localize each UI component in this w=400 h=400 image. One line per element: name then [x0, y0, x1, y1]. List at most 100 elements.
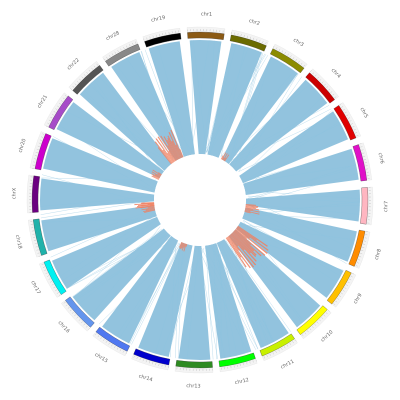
- link-line: [244, 121, 340, 182]
- tick-mark: [255, 359, 257, 362]
- tick-mark: [243, 363, 245, 366]
- tick-mark: [352, 126, 355, 128]
- ideogram-chr5: [333, 105, 357, 141]
- tick-mark: [74, 314, 76, 317]
- tick-mark: [303, 64, 305, 67]
- ribbon-chr3: [221, 56, 298, 165]
- tick-mark: [149, 36, 151, 39]
- chromosome-label: chr4: [330, 67, 342, 79]
- ideogram-layer: [26, 26, 374, 374]
- tick-mark: [125, 352, 127, 355]
- ideogram-chr22: [72, 65, 104, 95]
- tick-mark: [42, 266, 45, 268]
- tick-mark: [323, 314, 326, 317]
- tick-mark: [272, 352, 274, 355]
- tick-mark: [341, 106, 344, 108]
- histogram-bar: [175, 144, 182, 158]
- tick-mark: [273, 45, 275, 48]
- ribbon-chr14: [138, 242, 193, 357]
- tick-mark: [45, 272, 48, 274]
- tick-mark: [266, 355, 268, 358]
- link-line: [246, 212, 350, 258]
- link-line: [244, 150, 353, 182]
- ribbon-chr16: [72, 228, 171, 321]
- histogram-bar: [167, 138, 180, 160]
- histogram-bar: [151, 171, 161, 177]
- chromosome-label: chr10: [320, 329, 335, 343]
- histogram-bar: [230, 234, 245, 251]
- chromosome-label: chr12: [234, 377, 249, 386]
- tick-mark: [76, 316, 79, 319]
- chromosome-label: chr16: [57, 320, 71, 335]
- histogram-bar: [234, 229, 266, 256]
- ideogram-chr6: [352, 144, 368, 182]
- tick-ring-chr19: [142, 28, 181, 41]
- link-line: [247, 173, 358, 206]
- tick-mark: [355, 132, 358, 134]
- histogram-bar: [245, 207, 254, 211]
- tick-mark: [298, 60, 300, 63]
- tick-mark: [64, 95, 67, 97]
- tick-mark: [83, 323, 86, 326]
- tick-mark: [88, 69, 91, 72]
- link-line: [234, 56, 273, 167]
- tick-mark: [155, 34, 157, 37]
- center-hole: [154, 154, 246, 246]
- histogram-bar: [222, 157, 225, 161]
- chromosome-label: chr17: [29, 280, 41, 295]
- link-line: [157, 45, 190, 154]
- link-line: [244, 136, 347, 182]
- link-line: [246, 204, 360, 211]
- ribbon-chr10: [228, 229, 321, 328]
- tick-mark: [60, 100, 63, 102]
- link-line: [40, 200, 153, 219]
- tick-mark: [39, 139, 42, 141]
- link-line: [66, 111, 171, 163]
- link-line: [203, 53, 266, 153]
- link-line: [73, 218, 156, 299]
- ideogram-chr21: [48, 95, 74, 130]
- tick-mark: [263, 356, 265, 359]
- tick-mark: [42, 133, 45, 135]
- link-line: [230, 52, 264, 164]
- tick-mark: [337, 298, 340, 300]
- tick-mark: [359, 256, 362, 258]
- tick-mark: [111, 53, 114, 56]
- links-layer: [40, 39, 361, 360]
- tick-mark: [83, 74, 86, 76]
- ideogram-chr2: [229, 34, 267, 52]
- histogram-bar: [155, 138, 174, 163]
- tick-mark: [55, 289, 57, 291]
- histogram-bar: [237, 226, 257, 241]
- tick-mark: [350, 276, 353, 278]
- ribbon-chr5: [239, 111, 349, 184]
- tick-mark: [38, 255, 41, 257]
- tick-mark: [346, 284, 349, 286]
- tick-mark: [360, 253, 363, 255]
- chromosome-label: chr20: [18, 138, 28, 153]
- ideogram-chr13: [175, 360, 213, 369]
- ideogram-chr28: [105, 43, 141, 67]
- tick-ring-chr28: [102, 39, 138, 61]
- tick-mark: [300, 62, 303, 65]
- link-line: [126, 57, 193, 153]
- tick-mark: [114, 346, 116, 349]
- histogram-bar: [236, 227, 269, 251]
- histogram-bar: [179, 242, 183, 249]
- tick-mark: [284, 346, 286, 349]
- link-line: [233, 234, 273, 343]
- link-line: [247, 198, 353, 250]
- tick-mark: [81, 76, 84, 79]
- histogram-bar: [220, 155, 224, 160]
- tick-mark: [247, 35, 248, 38]
- tick-ring-chr20: [29, 131, 45, 169]
- ideogram-chr11: [259, 333, 295, 357]
- tick-mark: [152, 35, 154, 38]
- tick-mark: [48, 278, 51, 280]
- ideogram-chr10: [296, 305, 328, 335]
- histogram-bar: [141, 202, 155, 204]
- histogram-bar: [234, 230, 252, 246]
- tick-mark: [360, 146, 363, 148]
- tick-mark: [114, 51, 116, 54]
- ribbon-chr13: [178, 245, 211, 360]
